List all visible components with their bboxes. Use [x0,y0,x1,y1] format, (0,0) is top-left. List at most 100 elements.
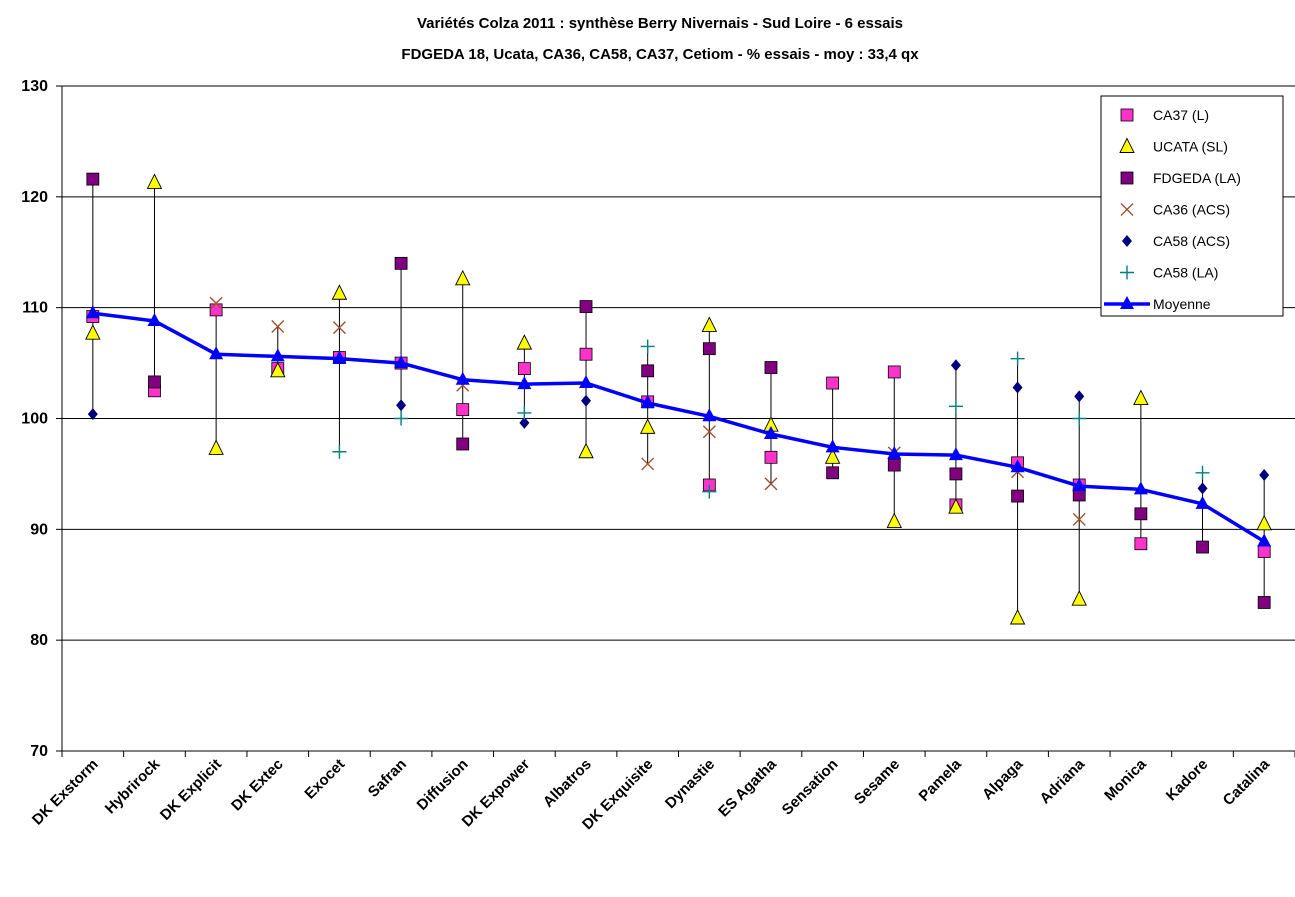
data-point [1074,390,1085,403]
data-point [641,364,655,378]
y-tick-label: 130 [21,78,48,95]
x-tick-label: Alpaga [979,755,1027,803]
range-lines [92,179,1265,618]
x-tick-label: Hybrirock [102,755,164,817]
legend-label: Moyenne [1153,296,1211,312]
x-tick-label: ES Agatha [715,755,780,820]
mean-point [147,312,162,326]
data-point [517,405,532,420]
y-tick-label: 70 [30,743,48,760]
data-point [146,173,163,189]
x-tick-label: DK Extec [228,756,287,815]
data-point [456,403,470,417]
mean-line [92,311,1266,544]
data-point [578,442,594,459]
data-point [331,284,348,300]
data-point [764,477,778,491]
data-point [1134,537,1148,551]
data-point [209,303,223,317]
data-point [701,316,718,332]
data-point [1071,590,1087,606]
mean-point [1133,481,1148,495]
data-point [516,334,533,350]
x-tick-label: Catalina [1220,755,1274,809]
legend-marker [1122,235,1132,247]
data-point [579,300,593,313]
legend: CA37 (L) UCATA (SL) FDGEDA (LA) CA36 (ACS) C… [1100,95,1284,317]
mean-point [455,371,470,385]
data-point [1134,507,1148,521]
mean-point [825,439,840,453]
data-point [85,324,101,340]
x-tick-label: Exocet [301,756,348,803]
data-point [641,457,655,471]
data-point [270,361,286,378]
legend-label: FDGEDA (LA) [1153,170,1241,186]
data-point [396,399,407,412]
data-point [764,361,778,374]
data-point [826,376,840,390]
legend-marker [1119,137,1135,153]
x-tick-label: DK Exstorm [29,756,102,829]
mean-point [948,447,963,461]
data-point [519,416,530,429]
mean-point [1257,533,1272,547]
data-point [640,339,655,354]
series [85,172,1272,625]
data-point [639,418,656,434]
data-point [887,365,901,379]
legend-marker [1120,265,1134,280]
data-point [824,448,841,464]
x-tick-label: Diffusion [414,756,472,814]
legend-label: CA58 (ACS) [1153,233,1230,249]
x-tick-label: Adriana [1037,755,1089,807]
legend-marker [1120,171,1134,185]
mean-point [887,445,902,459]
mean-point [1195,495,1210,509]
mean-point [270,348,285,362]
data-point [579,347,593,361]
mean-point [1010,459,1025,473]
data-point [148,375,161,389]
chart-title: Variétés Colza 2011 : synthèse Berry Niv… [417,15,903,32]
data-point [1010,351,1025,366]
legend-label: CA37 (L) [1153,107,1209,123]
chart-subtitle: FDGEDA 18, Ucata, CA36, CA58, CA37, Ceti… [401,46,919,63]
data-point [1195,465,1210,480]
data-point [332,321,346,335]
mean-point [394,355,409,369]
data-point [702,342,716,356]
data-point [209,296,223,310]
data-point [950,359,961,372]
y-tick-label: 80 [30,632,48,649]
legend-label: CA58 (LA) [1153,265,1218,281]
x-tick-label: Dynastie [662,756,718,812]
mean-point [85,305,100,319]
mean-point [209,346,224,360]
x-tick-label: Albatros [540,756,595,811]
data-point [271,320,285,334]
x-tick-label: DK Explicit [157,756,225,824]
x-tick-label: Sesame [851,756,903,808]
x-tick-label: Pamela [916,755,966,805]
gridlines [62,85,1295,641]
legend-marker [1120,296,1134,309]
mean-point [517,376,532,390]
mean-series [85,305,1272,547]
mean-point [332,350,347,364]
data-point [1197,482,1208,495]
data-point [949,467,963,481]
data-point [454,269,471,286]
data-point [517,362,531,376]
mean-point [702,408,717,422]
data-point [1257,545,1271,558]
data-point [581,394,592,407]
data-point [1133,389,1149,405]
data-point [1259,469,1270,482]
data-point [332,444,347,459]
data-point [394,411,409,426]
y-tick-label: 110 [22,300,48,317]
x-tick-label: Kadore [1163,756,1212,805]
data-point [1012,381,1023,394]
